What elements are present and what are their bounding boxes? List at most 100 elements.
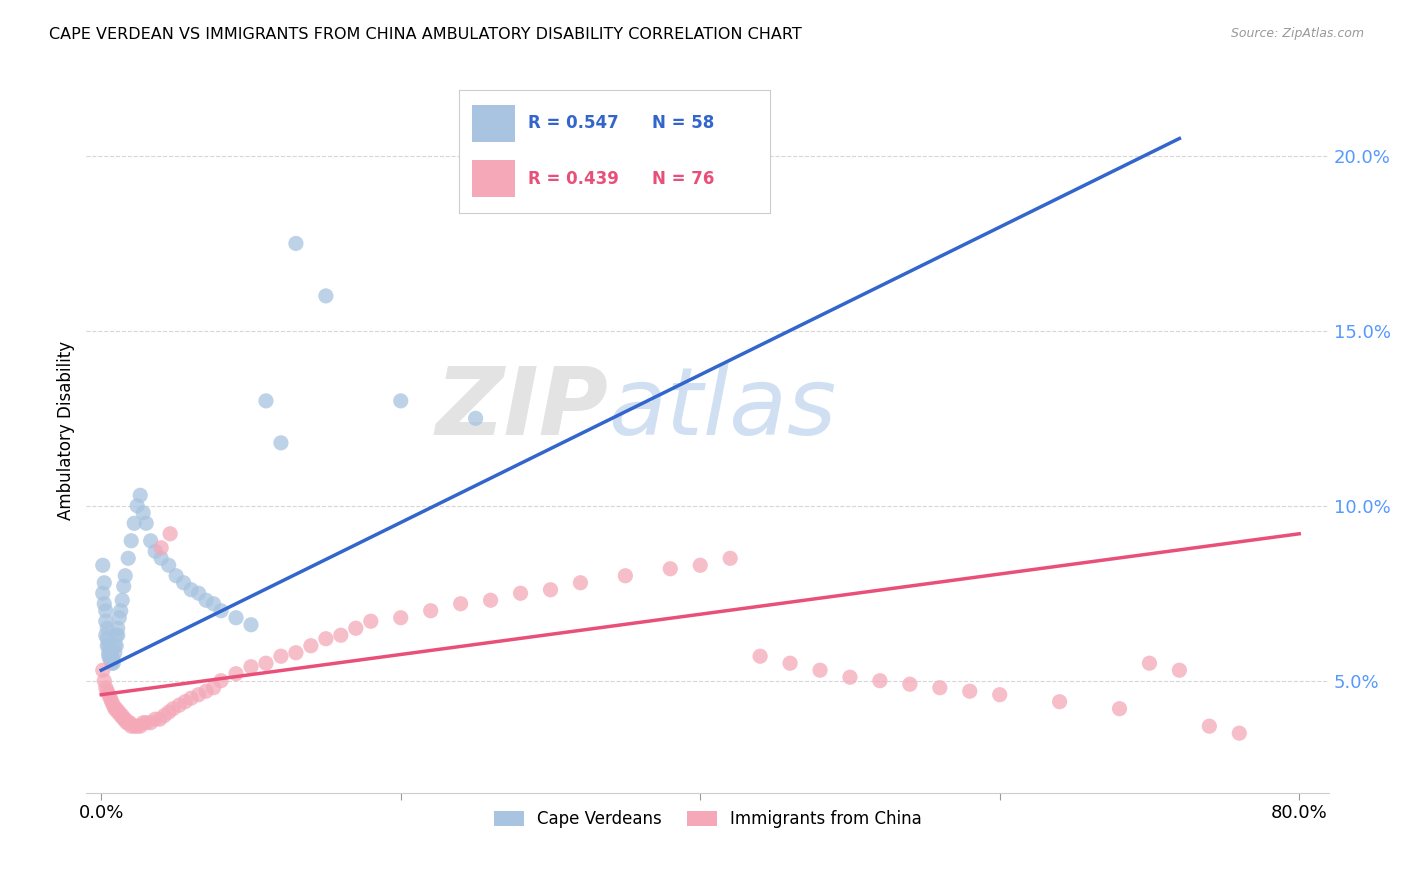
Point — [127, 719, 149, 733]
Point — [225, 666, 247, 681]
Point — [180, 582, 202, 597]
Point — [450, 597, 472, 611]
Point — [1108, 702, 1130, 716]
Point — [187, 688, 209, 702]
Point — [114, 568, 136, 582]
Point — [344, 621, 367, 635]
Point — [122, 719, 145, 733]
Point — [96, 684, 118, 698]
Point — [118, 715, 141, 730]
Point — [117, 715, 139, 730]
Point — [103, 698, 125, 713]
Point — [100, 649, 122, 664]
Point — [165, 568, 187, 582]
Point — [104, 702, 127, 716]
Point — [173, 575, 195, 590]
Point — [139, 715, 162, 730]
Point — [240, 617, 263, 632]
Point — [108, 611, 131, 625]
Point — [100, 657, 122, 671]
Point — [569, 575, 592, 590]
Point — [209, 604, 232, 618]
Point — [389, 393, 412, 408]
Point — [299, 639, 322, 653]
Point — [100, 653, 122, 667]
Point — [107, 628, 129, 642]
Point — [108, 705, 131, 719]
Point — [315, 632, 337, 646]
Point — [869, 673, 891, 688]
Point — [105, 639, 128, 653]
Point — [139, 533, 162, 548]
Point — [97, 639, 120, 653]
Point — [105, 628, 128, 642]
Point — [127, 499, 149, 513]
Point — [114, 712, 136, 726]
Point — [103, 653, 125, 667]
Point — [129, 719, 152, 733]
Point — [93, 673, 115, 688]
Point — [97, 646, 120, 660]
Point — [167, 698, 190, 713]
Point — [202, 597, 225, 611]
Point — [94, 628, 117, 642]
Point — [150, 541, 173, 555]
Point — [111, 708, 134, 723]
Point — [928, 681, 950, 695]
Point — [98, 691, 121, 706]
Point — [540, 582, 562, 597]
Point — [162, 702, 184, 716]
Point — [143, 544, 166, 558]
Legend: Cape Verdeans, Immigrants from China: Cape Verdeans, Immigrants from China — [486, 804, 928, 835]
Point — [96, 632, 118, 646]
Point — [202, 681, 225, 695]
Point — [254, 657, 277, 671]
Point — [1198, 719, 1220, 733]
Point — [225, 611, 247, 625]
Point — [98, 646, 121, 660]
Point — [209, 673, 232, 688]
Point — [749, 649, 772, 664]
Point — [110, 604, 132, 618]
Point — [122, 516, 145, 531]
Point — [100, 695, 122, 709]
Point — [157, 705, 180, 719]
Point — [180, 691, 202, 706]
Point — [779, 657, 801, 671]
Point — [159, 526, 181, 541]
Point — [174, 695, 197, 709]
Text: ZIP: ZIP — [436, 363, 609, 455]
Point — [614, 568, 637, 582]
Point — [360, 614, 382, 628]
Point — [132, 715, 155, 730]
Point — [389, 611, 412, 625]
Point — [240, 659, 263, 673]
Point — [103, 657, 125, 671]
Point — [98, 649, 121, 664]
Point — [1227, 726, 1250, 740]
Point — [104, 646, 127, 660]
Point — [117, 551, 139, 566]
Point — [93, 575, 115, 590]
Point — [153, 708, 176, 723]
Point — [135, 516, 157, 531]
Point — [104, 639, 127, 653]
Point — [315, 289, 337, 303]
Point — [94, 604, 117, 618]
Point — [195, 593, 218, 607]
Point — [270, 435, 292, 450]
Point — [129, 488, 152, 502]
Point — [105, 702, 128, 716]
Point — [150, 551, 173, 566]
Point — [479, 593, 502, 607]
Point — [112, 579, 135, 593]
Text: atlas: atlas — [609, 363, 837, 454]
Point — [157, 558, 180, 573]
Point — [1139, 657, 1161, 671]
Point — [94, 681, 117, 695]
Point — [839, 670, 862, 684]
Point — [96, 621, 118, 635]
Point — [111, 593, 134, 607]
Point — [93, 597, 115, 611]
Point — [107, 705, 129, 719]
